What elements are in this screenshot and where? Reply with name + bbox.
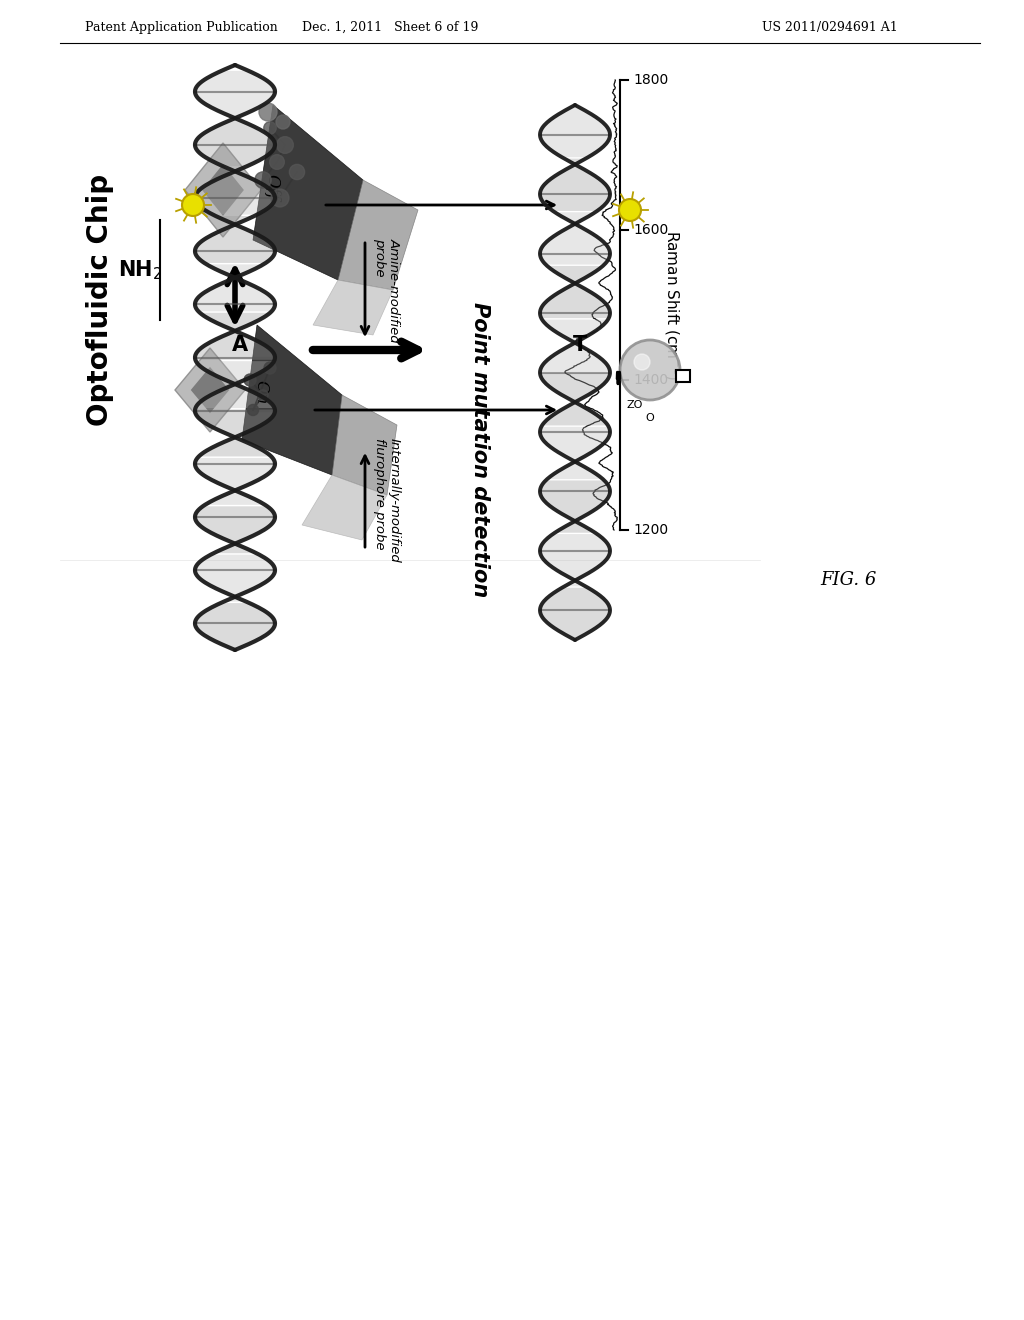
Polygon shape: [195, 168, 275, 215]
Polygon shape: [242, 325, 342, 475]
Circle shape: [290, 165, 304, 180]
Polygon shape: [540, 480, 610, 533]
Circle shape: [264, 121, 276, 135]
Polygon shape: [185, 143, 261, 238]
Circle shape: [276, 115, 290, 129]
Text: A: A: [232, 335, 248, 355]
Circle shape: [634, 354, 650, 370]
Text: 1600: 1600: [633, 223, 669, 238]
Circle shape: [276, 137, 293, 153]
Bar: [676, 370, 690, 381]
Circle shape: [182, 194, 204, 216]
Text: Point mutation detection: Point mutation detection: [470, 302, 490, 598]
Circle shape: [248, 404, 258, 416]
Text: Internally-modified
flurophore probe: Internally-modified flurophore probe: [373, 438, 401, 562]
Polygon shape: [540, 535, 610, 586]
Polygon shape: [253, 106, 362, 280]
Text: O: O: [645, 413, 654, 422]
Circle shape: [264, 362, 276, 374]
Text: FIG. 6: FIG. 6: [820, 572, 877, 589]
Polygon shape: [332, 395, 397, 495]
Polygon shape: [540, 426, 610, 479]
Polygon shape: [195, 71, 275, 117]
Circle shape: [618, 199, 641, 220]
Polygon shape: [338, 180, 418, 290]
Circle shape: [258, 389, 268, 400]
Text: 1400: 1400: [633, 374, 668, 387]
Polygon shape: [196, 362, 274, 408]
Text: 1200: 1200: [633, 523, 668, 537]
Polygon shape: [195, 119, 275, 166]
Polygon shape: [540, 158, 610, 211]
Text: ZO: ZO: [627, 400, 643, 411]
Circle shape: [271, 189, 289, 207]
Text: US 2011/0294691 A1: US 2011/0294691 A1: [762, 21, 898, 33]
Polygon shape: [195, 216, 275, 263]
Polygon shape: [313, 280, 393, 335]
Text: Raman Shift (cm$^{-1}$): Raman Shift (cm$^{-1}$): [662, 230, 682, 380]
Polygon shape: [540, 587, 610, 640]
Polygon shape: [540, 374, 610, 425]
Text: Optofluidic Chip: Optofluidic Chip: [86, 174, 114, 426]
Polygon shape: [195, 458, 275, 504]
Text: Off: Off: [263, 174, 280, 199]
Polygon shape: [540, 106, 610, 157]
Polygon shape: [195, 603, 275, 649]
Polygon shape: [195, 264, 275, 312]
Polygon shape: [195, 507, 275, 553]
Circle shape: [244, 374, 256, 385]
Polygon shape: [195, 409, 275, 457]
Circle shape: [259, 103, 278, 121]
Polygon shape: [202, 164, 244, 216]
Polygon shape: [190, 367, 229, 413]
Text: Dec. 1, 2011   Sheet 6 of 19: Dec. 1, 2011 Sheet 6 of 19: [302, 21, 478, 33]
Circle shape: [620, 341, 680, 400]
Text: NH$_2$: NH$_2$: [118, 259, 162, 281]
Text: 1800: 1800: [633, 73, 669, 87]
Polygon shape: [540, 213, 610, 264]
Circle shape: [255, 172, 271, 189]
Text: Patent Application Publication: Patent Application Publication: [85, 21, 278, 33]
Text: On: On: [252, 380, 269, 404]
Text: Amine-modified
probe: Amine-modified probe: [373, 238, 401, 342]
Polygon shape: [540, 319, 610, 372]
Polygon shape: [302, 475, 387, 540]
Text: T: T: [572, 335, 587, 355]
Polygon shape: [175, 348, 245, 432]
Polygon shape: [540, 265, 610, 318]
Polygon shape: [195, 554, 275, 602]
Circle shape: [269, 154, 285, 169]
Polygon shape: [195, 313, 275, 359]
